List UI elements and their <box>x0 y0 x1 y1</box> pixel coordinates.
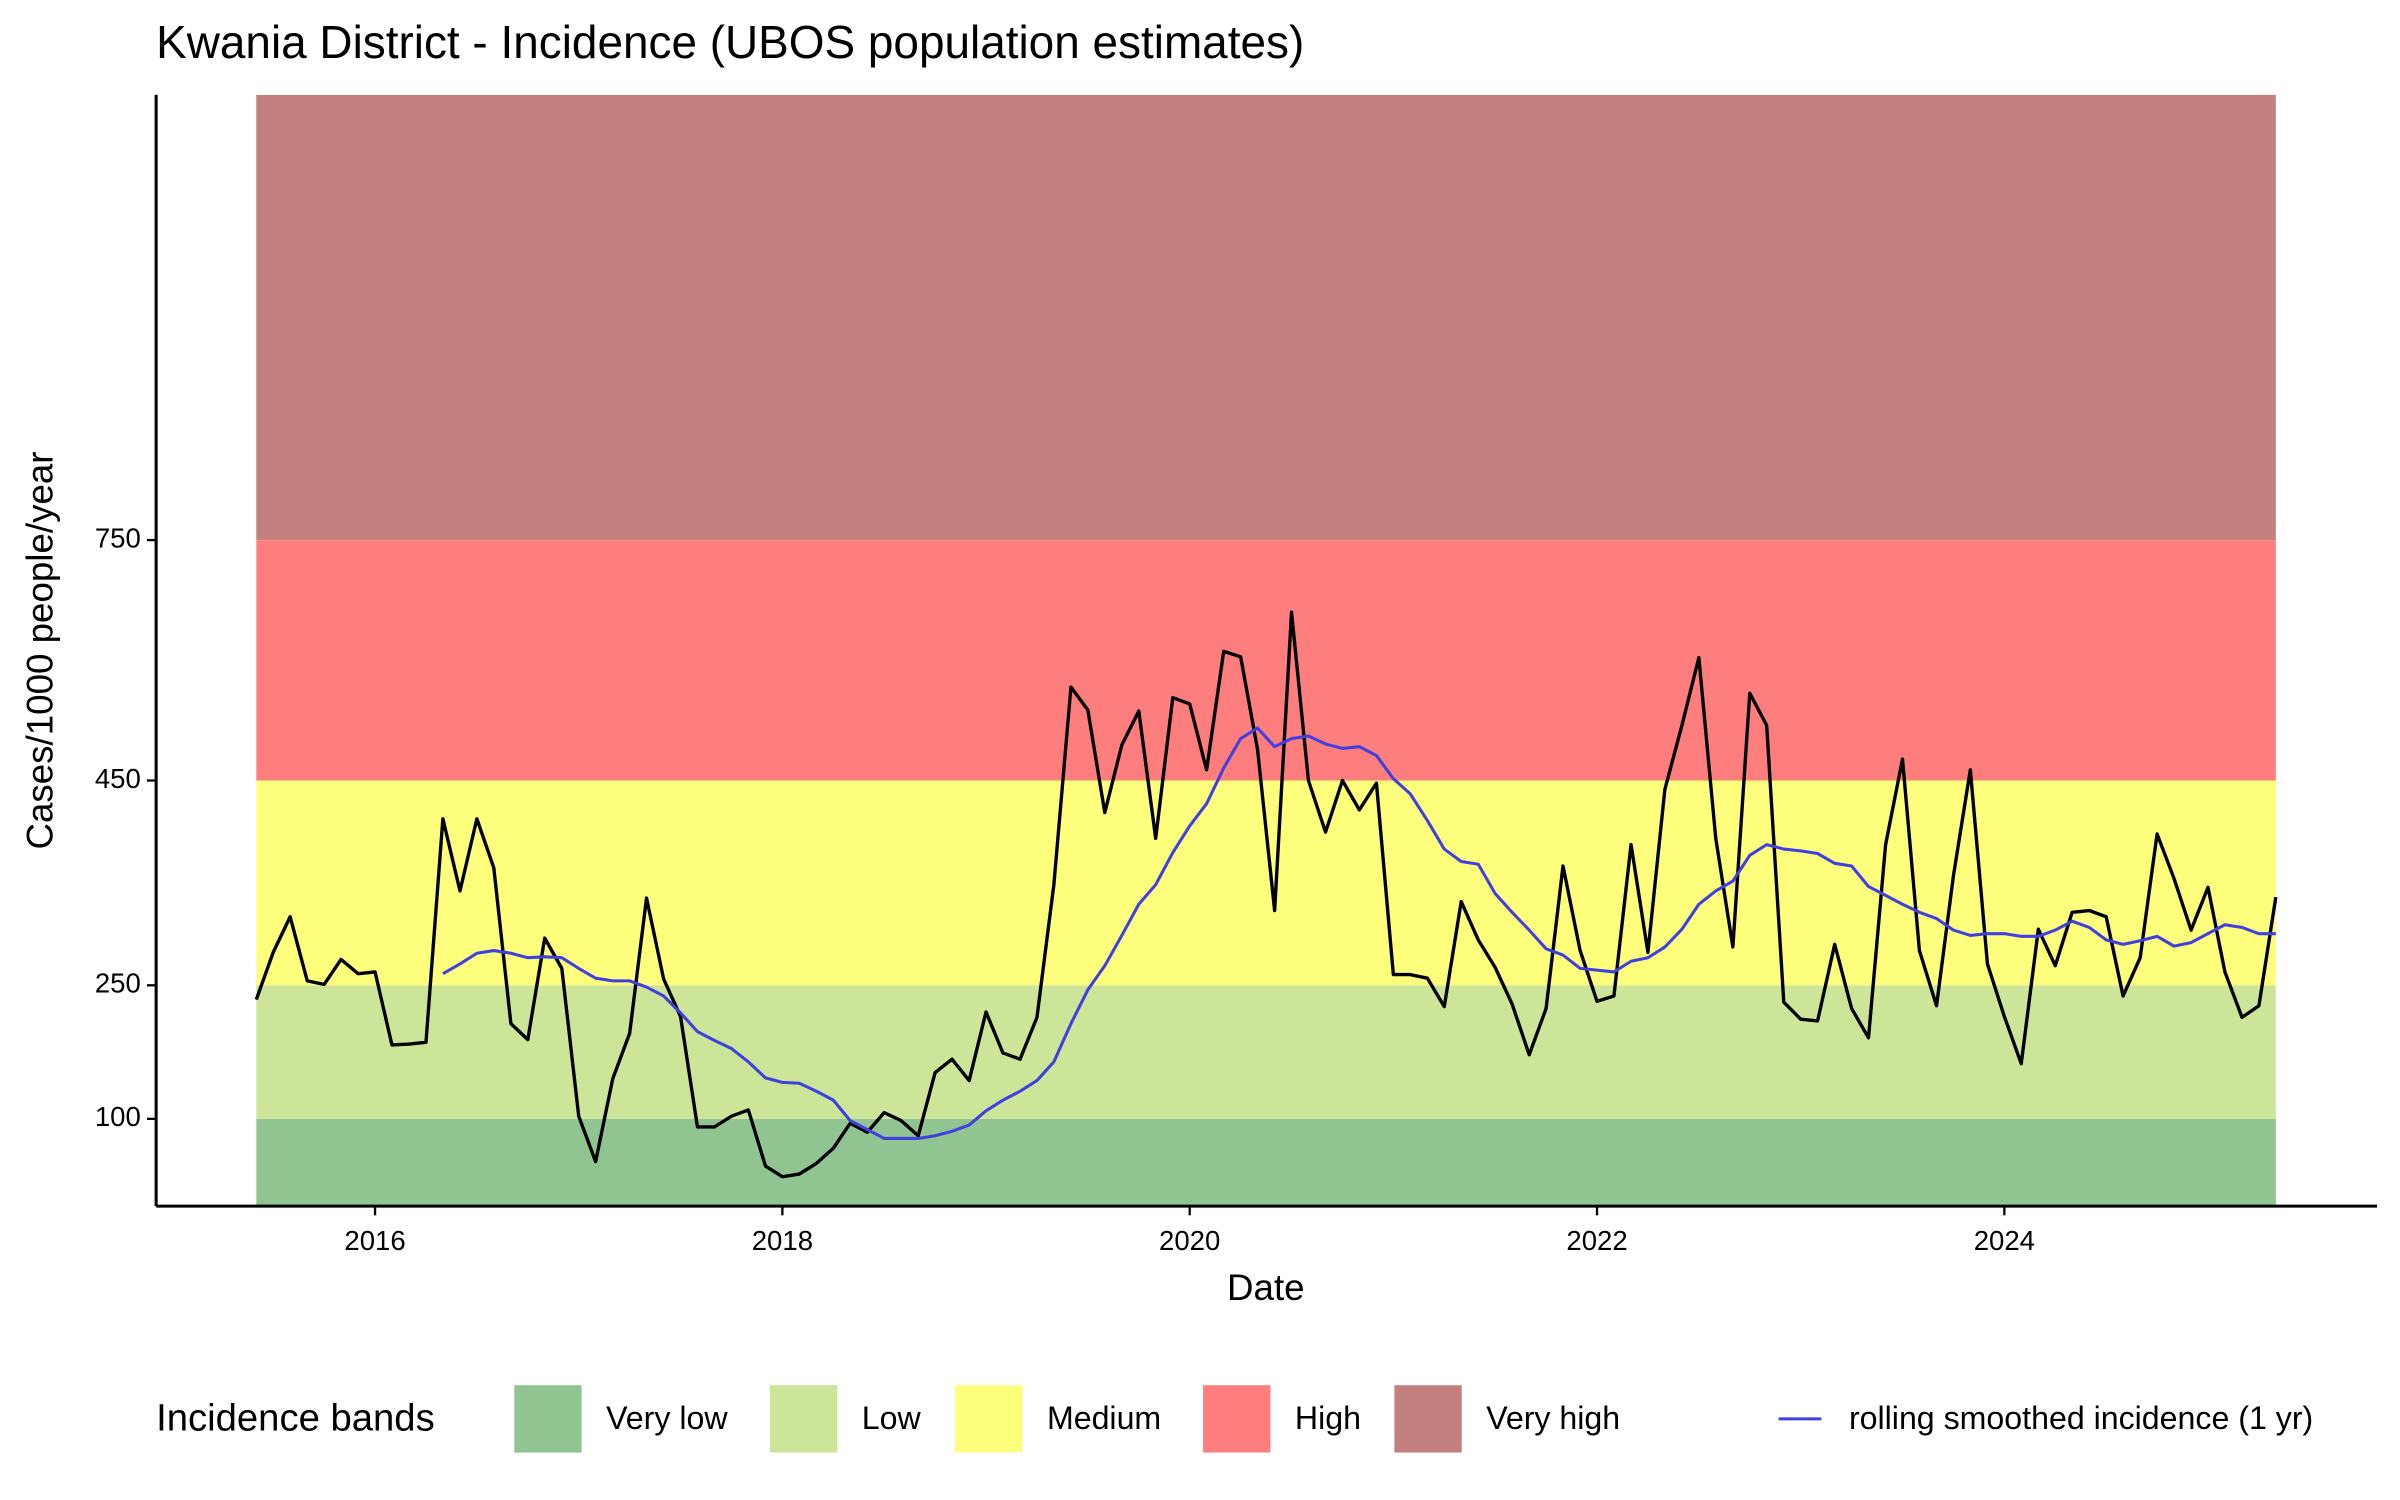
legend-label: Low <box>862 1400 922 1436</box>
x-tick-label: 2024 <box>1974 1225 2035 1256</box>
legend-label: rolling smoothed incidence (1 yr) <box>1849 1400 2313 1436</box>
incidence-band <box>256 1118 2276 1207</box>
y-axis-label: Cases/1000 people/year <box>20 451 61 849</box>
x-tick-label: 2022 <box>1566 1225 1627 1256</box>
x-tick-label: 2020 <box>1159 1225 1220 1256</box>
x-axis-label: Date <box>1227 1267 1305 1308</box>
y-tick-label: 250 <box>95 968 141 999</box>
legend-label: High <box>1295 1400 1361 1436</box>
legend-key <box>955 1385 1023 1453</box>
incidence-band <box>256 94 2276 541</box>
legend-key <box>514 1385 582 1453</box>
series-line <box>442 726 2276 1140</box>
incidence-band <box>256 540 2276 781</box>
legend-label: Medium <box>1047 1400 1161 1436</box>
legend-key <box>1394 1385 1462 1453</box>
y-tick-label: 750 <box>95 522 141 553</box>
y-tick-label: 450 <box>95 763 141 794</box>
legend-title: Incidence bands <box>156 1397 435 1440</box>
legend-key <box>1203 1385 1271 1453</box>
x-tick-label: 2018 <box>752 1225 813 1256</box>
x-tick-label: 2016 <box>344 1225 405 1256</box>
series-line <box>254 610 2278 1179</box>
incidence-band <box>256 985 2276 1119</box>
legend-label: Very low <box>606 1400 728 1436</box>
legend-key <box>769 1385 838 1453</box>
chart-title: Kwania District - Incidence (UBOS popula… <box>156 16 1304 68</box>
y-tick-label: 100 <box>95 1101 141 1132</box>
legend-label: Very high <box>1486 1400 1620 1436</box>
